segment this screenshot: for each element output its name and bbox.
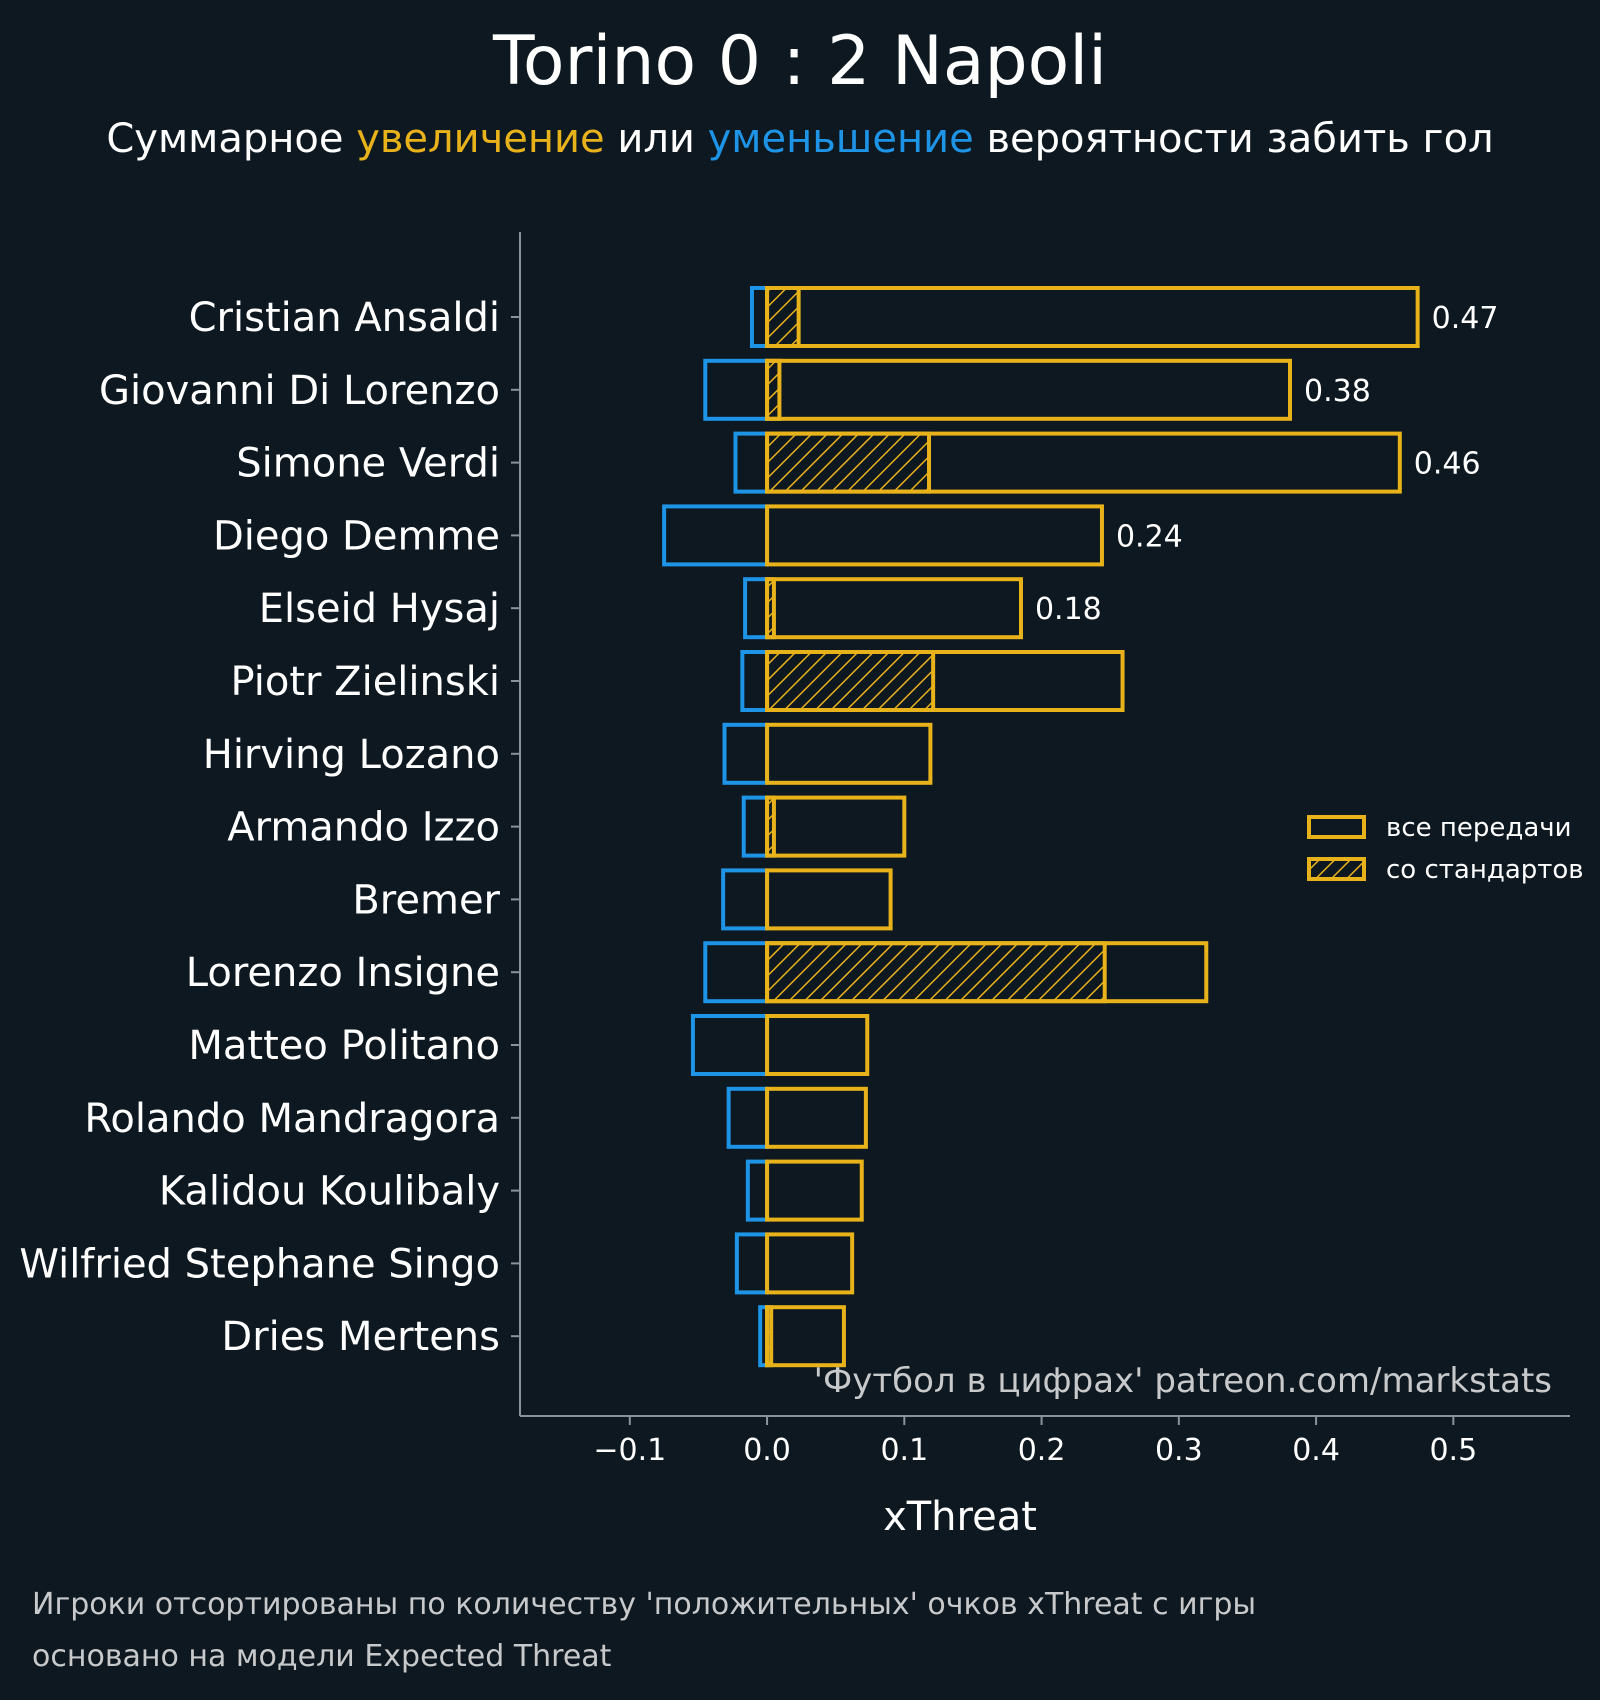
- legend-label-all-passes: все передачи: [1386, 813, 1572, 843]
- bar-all-passes: [765, 1086, 868, 1149]
- bar-all-passes: [765, 358, 1292, 421]
- player-label: Hirving Lozano: [203, 732, 500, 778]
- bar-value-label: 0.18: [1035, 592, 1102, 627]
- player-label: Rolando Mandragora: [84, 1096, 500, 1142]
- subtitle-part3: вероятности забить гол: [974, 116, 1494, 162]
- player-label: Giovanni Di Lorenzo: [99, 368, 500, 414]
- x-tick-label: 0.3: [1155, 1433, 1203, 1468]
- bar-all-passes: [765, 431, 1402, 494]
- bar-all-passes: [765, 941, 1209, 1004]
- player-label: Elseid Hysaj: [259, 586, 500, 632]
- player-label: Matteo Politano: [188, 1023, 500, 1069]
- x-tick-label: 0.4: [1292, 1433, 1340, 1468]
- footnote-line2: основано на модели Expected Threat: [32, 1639, 612, 1674]
- player-label: Kalidou Koulibaly: [159, 1169, 500, 1215]
- bar-all-passes: [765, 504, 1104, 567]
- x-ticks: −0.1 0.0 0.1 0.2 0.3 0.4 0.5: [593, 1416, 1477, 1468]
- y-ticks: Cristian Ansaldi Giovanni Di Lorenzo Simon…: [19, 295, 520, 1360]
- bar-all-passes: [765, 1232, 855, 1295]
- bar-all-passes: [765, 722, 933, 785]
- x-tick-label: 0.5: [1429, 1433, 1477, 1468]
- bar-all-passes: [765, 577, 1023, 640]
- subtitle-decrease: уменьшение: [708, 116, 974, 162]
- bar-set-pieces: [765, 431, 932, 494]
- subtitle-part2: или: [605, 116, 708, 162]
- legend-label-set-pieces: со стандартов: [1386, 855, 1584, 885]
- player-label: Bremer: [352, 877, 500, 923]
- player-label: Lorenzo Insigne: [186, 950, 500, 996]
- watermark: 'Футбол в цифрах' patreon.com/markstats: [814, 1361, 1552, 1401]
- bar-value-label: 0.47: [1432, 301, 1499, 336]
- player-label: Cristian Ansaldi: [189, 295, 500, 341]
- bar-all-passes: [765, 286, 1420, 348]
- x-tick-label: −0.1: [593, 1433, 666, 1468]
- bar-set-pieces: [765, 286, 801, 348]
- chart-subtitle: Суммарное увеличение или уменьшение веро…: [106, 116, 1493, 162]
- x-axis-title: xThreat: [883, 1494, 1037, 1540]
- bar-all-passes: [765, 1014, 870, 1076]
- player-label: Simone Verdi: [236, 441, 500, 487]
- bar-all-passes: [765, 650, 1125, 712]
- legend-swatch-set-pieces: [1307, 857, 1366, 881]
- x-tick-label: 0.0: [743, 1433, 791, 1468]
- player-label: Wilfried Stephane Singo: [19, 1241, 500, 1287]
- axes: [519, 232, 1570, 1417]
- bar-all-passes: [765, 1159, 864, 1222]
- player-label: Piotr Zielinski: [231, 659, 501, 705]
- bar-value-label: 0.24: [1116, 519, 1183, 554]
- bar-value-label: 0.46: [1414, 447, 1481, 482]
- subtitle-part1: Суммарное: [106, 116, 356, 162]
- bar-all-passes: [765, 1305, 846, 1368]
- bar-all-passes: [765, 795, 907, 858]
- bar-set-pieces: [765, 941, 1107, 1004]
- player-label: Armando Izzo: [227, 805, 500, 851]
- chart-title: Torino 0 : 2 Napoli: [492, 22, 1107, 101]
- bar-all-passes: [765, 868, 893, 931]
- legend-swatch-all-passes: [1307, 815, 1366, 839]
- player-label: Diego Demme: [213, 513, 500, 559]
- footnote-line1: Игроки отсортированы по количеству 'поло…: [32, 1587, 1256, 1622]
- bars: 0.47 0.38 0.46 0.24 0.18: [662, 286, 1499, 1368]
- player-label: Dries Mertens: [221, 1314, 500, 1360]
- x-tick-label: 0.1: [880, 1433, 928, 1468]
- legend: все передачи со стандартов: [1307, 813, 1584, 885]
- subtitle-increase: увеличение: [356, 116, 604, 162]
- bar-value-label: 0.38: [1304, 374, 1371, 409]
- x-tick-label: 0.2: [1018, 1433, 1066, 1468]
- bar-set-pieces: [765, 650, 936, 712]
